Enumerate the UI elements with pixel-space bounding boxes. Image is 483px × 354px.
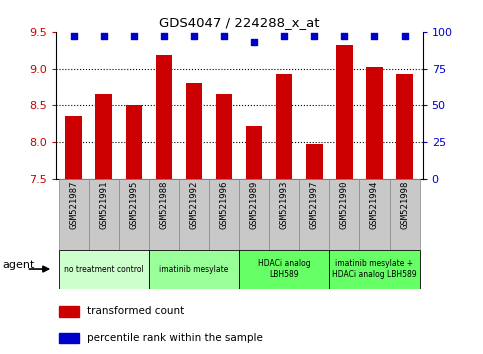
Text: GSM521987: GSM521987 [69,181,78,229]
Bar [96,94,112,354]
Point [190,33,198,39]
Point [100,33,108,39]
Bar [119,179,149,250]
Bar [239,179,269,250]
Bar [239,250,329,289]
Bar [336,45,353,354]
Text: transformed count: transformed count [87,306,184,316]
Point [280,33,288,39]
Bar [329,250,420,289]
Bar [269,179,299,250]
Bar [209,179,239,250]
Text: GSM521988: GSM521988 [159,181,169,229]
Text: imatinib mesylate +
HDACi analog LBH589: imatinib mesylate + HDACi analog LBH589 [332,259,417,279]
Bar [65,116,82,354]
Bar [179,179,209,250]
Point [311,33,318,39]
Bar [59,333,79,343]
Bar [306,144,323,354]
Point [341,33,348,39]
Bar [276,74,293,354]
Bar [149,179,179,250]
Text: GSM521993: GSM521993 [280,181,289,229]
Bar [216,94,232,354]
Text: imatinib mesylate: imatinib mesylate [159,264,228,274]
Point [130,33,138,39]
Text: percentile rank within the sample: percentile rank within the sample [87,333,263,343]
Text: GSM521995: GSM521995 [129,181,138,229]
Text: no treatment control: no treatment control [64,264,143,274]
Bar [58,250,149,289]
Text: GSM521989: GSM521989 [250,181,258,229]
Bar [246,126,262,354]
Text: HDACi analog
LBH589: HDACi analog LBH589 [258,259,311,279]
Text: agent: agent [2,261,35,270]
Title: GDS4047 / 224288_x_at: GDS4047 / 224288_x_at [159,16,319,29]
Bar [396,74,413,354]
Bar [58,179,89,250]
Text: GSM521997: GSM521997 [310,181,319,229]
Bar [59,306,79,316]
Text: GSM521996: GSM521996 [220,181,228,229]
Bar [299,179,329,250]
Bar [329,179,359,250]
Bar [149,250,239,289]
Text: GSM521991: GSM521991 [99,181,108,229]
Bar [156,55,172,354]
Bar [185,83,202,354]
Point [70,33,77,39]
Point [160,33,168,39]
Point [401,33,409,39]
Bar [389,179,420,250]
Bar [366,67,383,354]
Text: GSM521998: GSM521998 [400,181,409,229]
Bar [89,179,119,250]
Text: GSM521992: GSM521992 [189,181,199,229]
Text: GSM521994: GSM521994 [370,181,379,229]
Point [250,39,258,45]
Text: GSM521990: GSM521990 [340,181,349,229]
Point [220,33,228,39]
Bar [359,179,389,250]
Bar [126,105,142,354]
Point [370,33,378,39]
